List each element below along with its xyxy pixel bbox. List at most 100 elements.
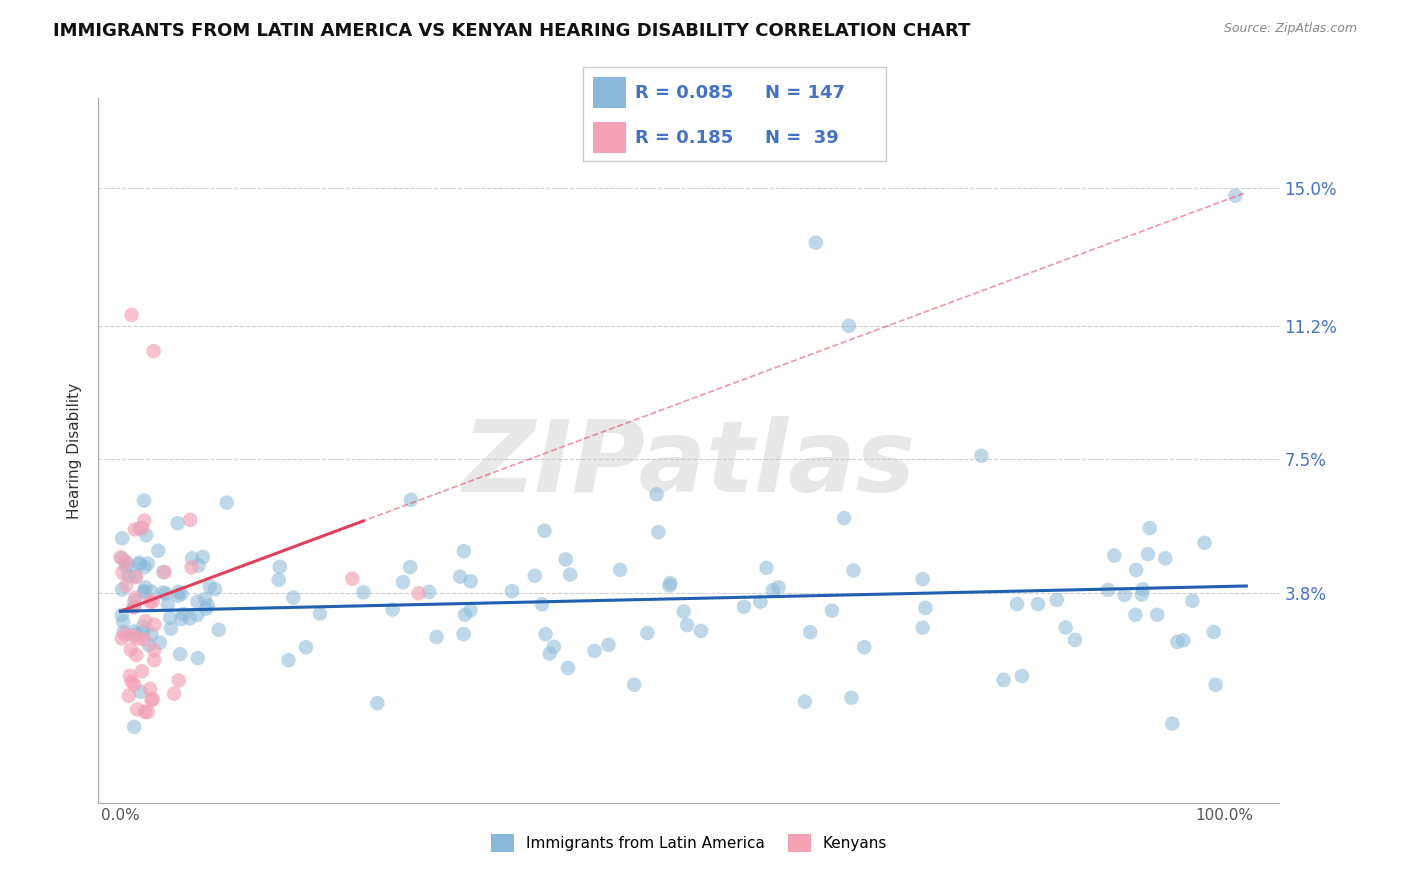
Legend: Immigrants from Latin America, Kenyans: Immigrants from Latin America, Kenyans [485, 828, 893, 859]
Point [152, 565, 174, 579]
Point [118, 669, 141, 683]
Point [554, 552, 576, 566]
Point [110, 550, 132, 565]
Point [647, 525, 669, 540]
Point [160, 622, 183, 636]
Point [111, 632, 134, 646]
Point [768, 580, 790, 594]
Point [1011, 669, 1033, 683]
Point [134, 632, 156, 647]
Point [125, 570, 148, 584]
Point [115, 555, 138, 569]
Point [215, 495, 238, 509]
Point [134, 614, 156, 628]
Point [179, 513, 201, 527]
Point [124, 594, 146, 608]
Point [309, 607, 332, 621]
Point [129, 684, 152, 698]
Point [366, 696, 388, 710]
Point [1166, 635, 1188, 649]
Point [141, 693, 163, 707]
Point [148, 543, 170, 558]
Point [169, 647, 191, 661]
Point [676, 618, 699, 632]
Point [534, 627, 557, 641]
Point [970, 449, 993, 463]
Point [127, 702, 149, 716]
Point [166, 516, 188, 531]
Point [1139, 521, 1161, 535]
Point [1046, 593, 1069, 607]
Point [204, 582, 226, 597]
Point [295, 640, 318, 655]
Point [1161, 716, 1184, 731]
Point [762, 583, 785, 598]
Point [538, 647, 561, 661]
Point [112, 615, 135, 629]
Point [128, 522, 150, 536]
Point [1146, 607, 1168, 622]
Point [793, 695, 815, 709]
Point [134, 705, 156, 719]
Point [128, 557, 150, 571]
Point [122, 600, 145, 615]
Point [911, 621, 934, 635]
Point [399, 560, 422, 574]
Point [142, 344, 165, 359]
Point [1026, 597, 1049, 611]
Point [543, 640, 565, 654]
Point [187, 651, 209, 665]
Point [181, 551, 204, 566]
Point [1054, 621, 1077, 635]
Point [153, 565, 176, 579]
Point [799, 625, 821, 640]
Point [198, 579, 221, 593]
Point [658, 579, 681, 593]
Text: R = 0.185: R = 0.185 [636, 128, 733, 146]
Point [138, 638, 160, 652]
Point [163, 687, 186, 701]
Point [1171, 633, 1194, 648]
Point [690, 624, 713, 638]
Point [560, 567, 582, 582]
Text: R = 0.085: R = 0.085 [636, 84, 733, 102]
Point [143, 617, 166, 632]
Point [454, 607, 477, 622]
Point [122, 677, 145, 691]
Point [142, 692, 165, 706]
Point [179, 611, 201, 625]
Point [134, 585, 156, 599]
Point [399, 492, 422, 507]
Point [136, 705, 159, 719]
Point [623, 678, 645, 692]
Point [392, 575, 415, 590]
Point [191, 549, 214, 564]
Point [135, 528, 157, 542]
Point [127, 632, 149, 646]
Point [132, 625, 155, 640]
Point [117, 558, 139, 572]
Point [1154, 551, 1177, 566]
Point [609, 563, 631, 577]
Text: N =  39: N = 39 [765, 128, 838, 146]
Point [114, 627, 136, 641]
Text: Source: ZipAtlas.com: Source: ZipAtlas.com [1223, 22, 1357, 36]
Point [170, 587, 193, 601]
Point [180, 560, 202, 574]
Point [1202, 624, 1225, 639]
Point [134, 581, 156, 595]
Point [659, 576, 682, 591]
Y-axis label: Hearing Disability: Hearing Disability [67, 383, 83, 518]
Point [131, 664, 153, 678]
Point [501, 584, 523, 599]
Point [911, 572, 934, 586]
Point [449, 570, 471, 584]
Text: N = 147: N = 147 [765, 84, 845, 102]
Point [139, 595, 162, 609]
Point [139, 681, 162, 696]
Point [1205, 678, 1227, 692]
Point [583, 644, 606, 658]
Point [277, 653, 299, 667]
Point [131, 521, 153, 535]
Point [111, 551, 134, 566]
